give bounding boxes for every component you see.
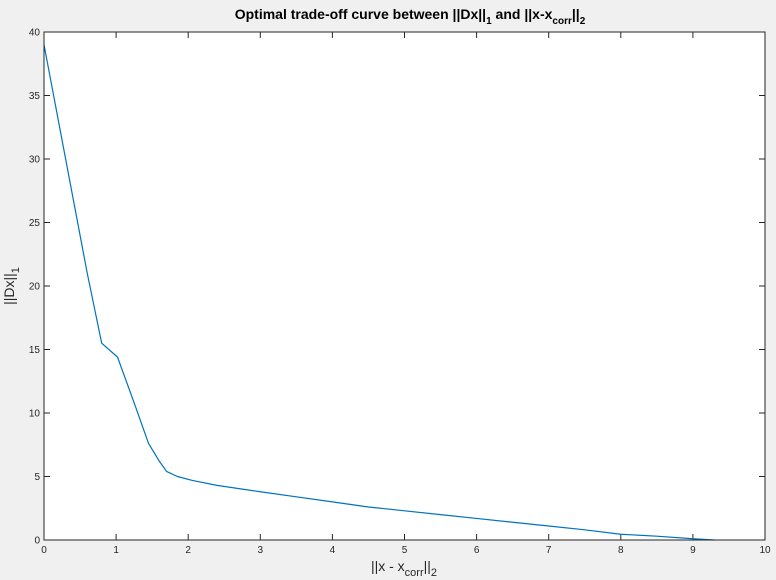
x-tick-label: 8 [618,545,624,556]
plot-area [44,32,765,540]
x-tick-label: 6 [474,545,480,556]
x-tick-label: 2 [185,545,191,556]
x-tick-label: 4 [330,545,336,556]
y-tick-label: 20 [29,282,41,293]
x-tick-label: 0 [41,545,47,556]
y-tick-label: 30 [29,155,41,166]
y-tick-label: 25 [29,218,41,229]
x-tick-label: 3 [258,545,264,556]
x-tick-label: 1 [113,545,119,556]
y-axis-label: ||Dx||1 [1,267,22,305]
x-tick-label: 7 [546,545,552,556]
y-tick-label: 10 [29,409,41,420]
x-tick-label: 9 [690,545,696,556]
x-tick-label: 10 [759,545,771,556]
chart-title: Optimal trade-off curve between ||Dx||1 … [235,6,586,27]
y-tick-label: 5 [34,472,40,483]
y-tick-label: 35 [29,91,41,102]
y-tick-label: 0 [34,536,40,547]
tick-labels: 0 1 2 3 4 5 6 7 8 9 10 0 5 10 15 20 25 30 35 40 [29,28,771,557]
series-line [43,44,715,541]
x-tick-label: 5 [402,545,408,556]
x-axis-label: ||x - xcorr||2 [371,558,437,579]
y-tick-label: 40 [29,28,41,39]
y-tick-label: 15 [29,345,41,356]
series-layer [43,44,715,541]
axes-frame [43,31,766,541]
